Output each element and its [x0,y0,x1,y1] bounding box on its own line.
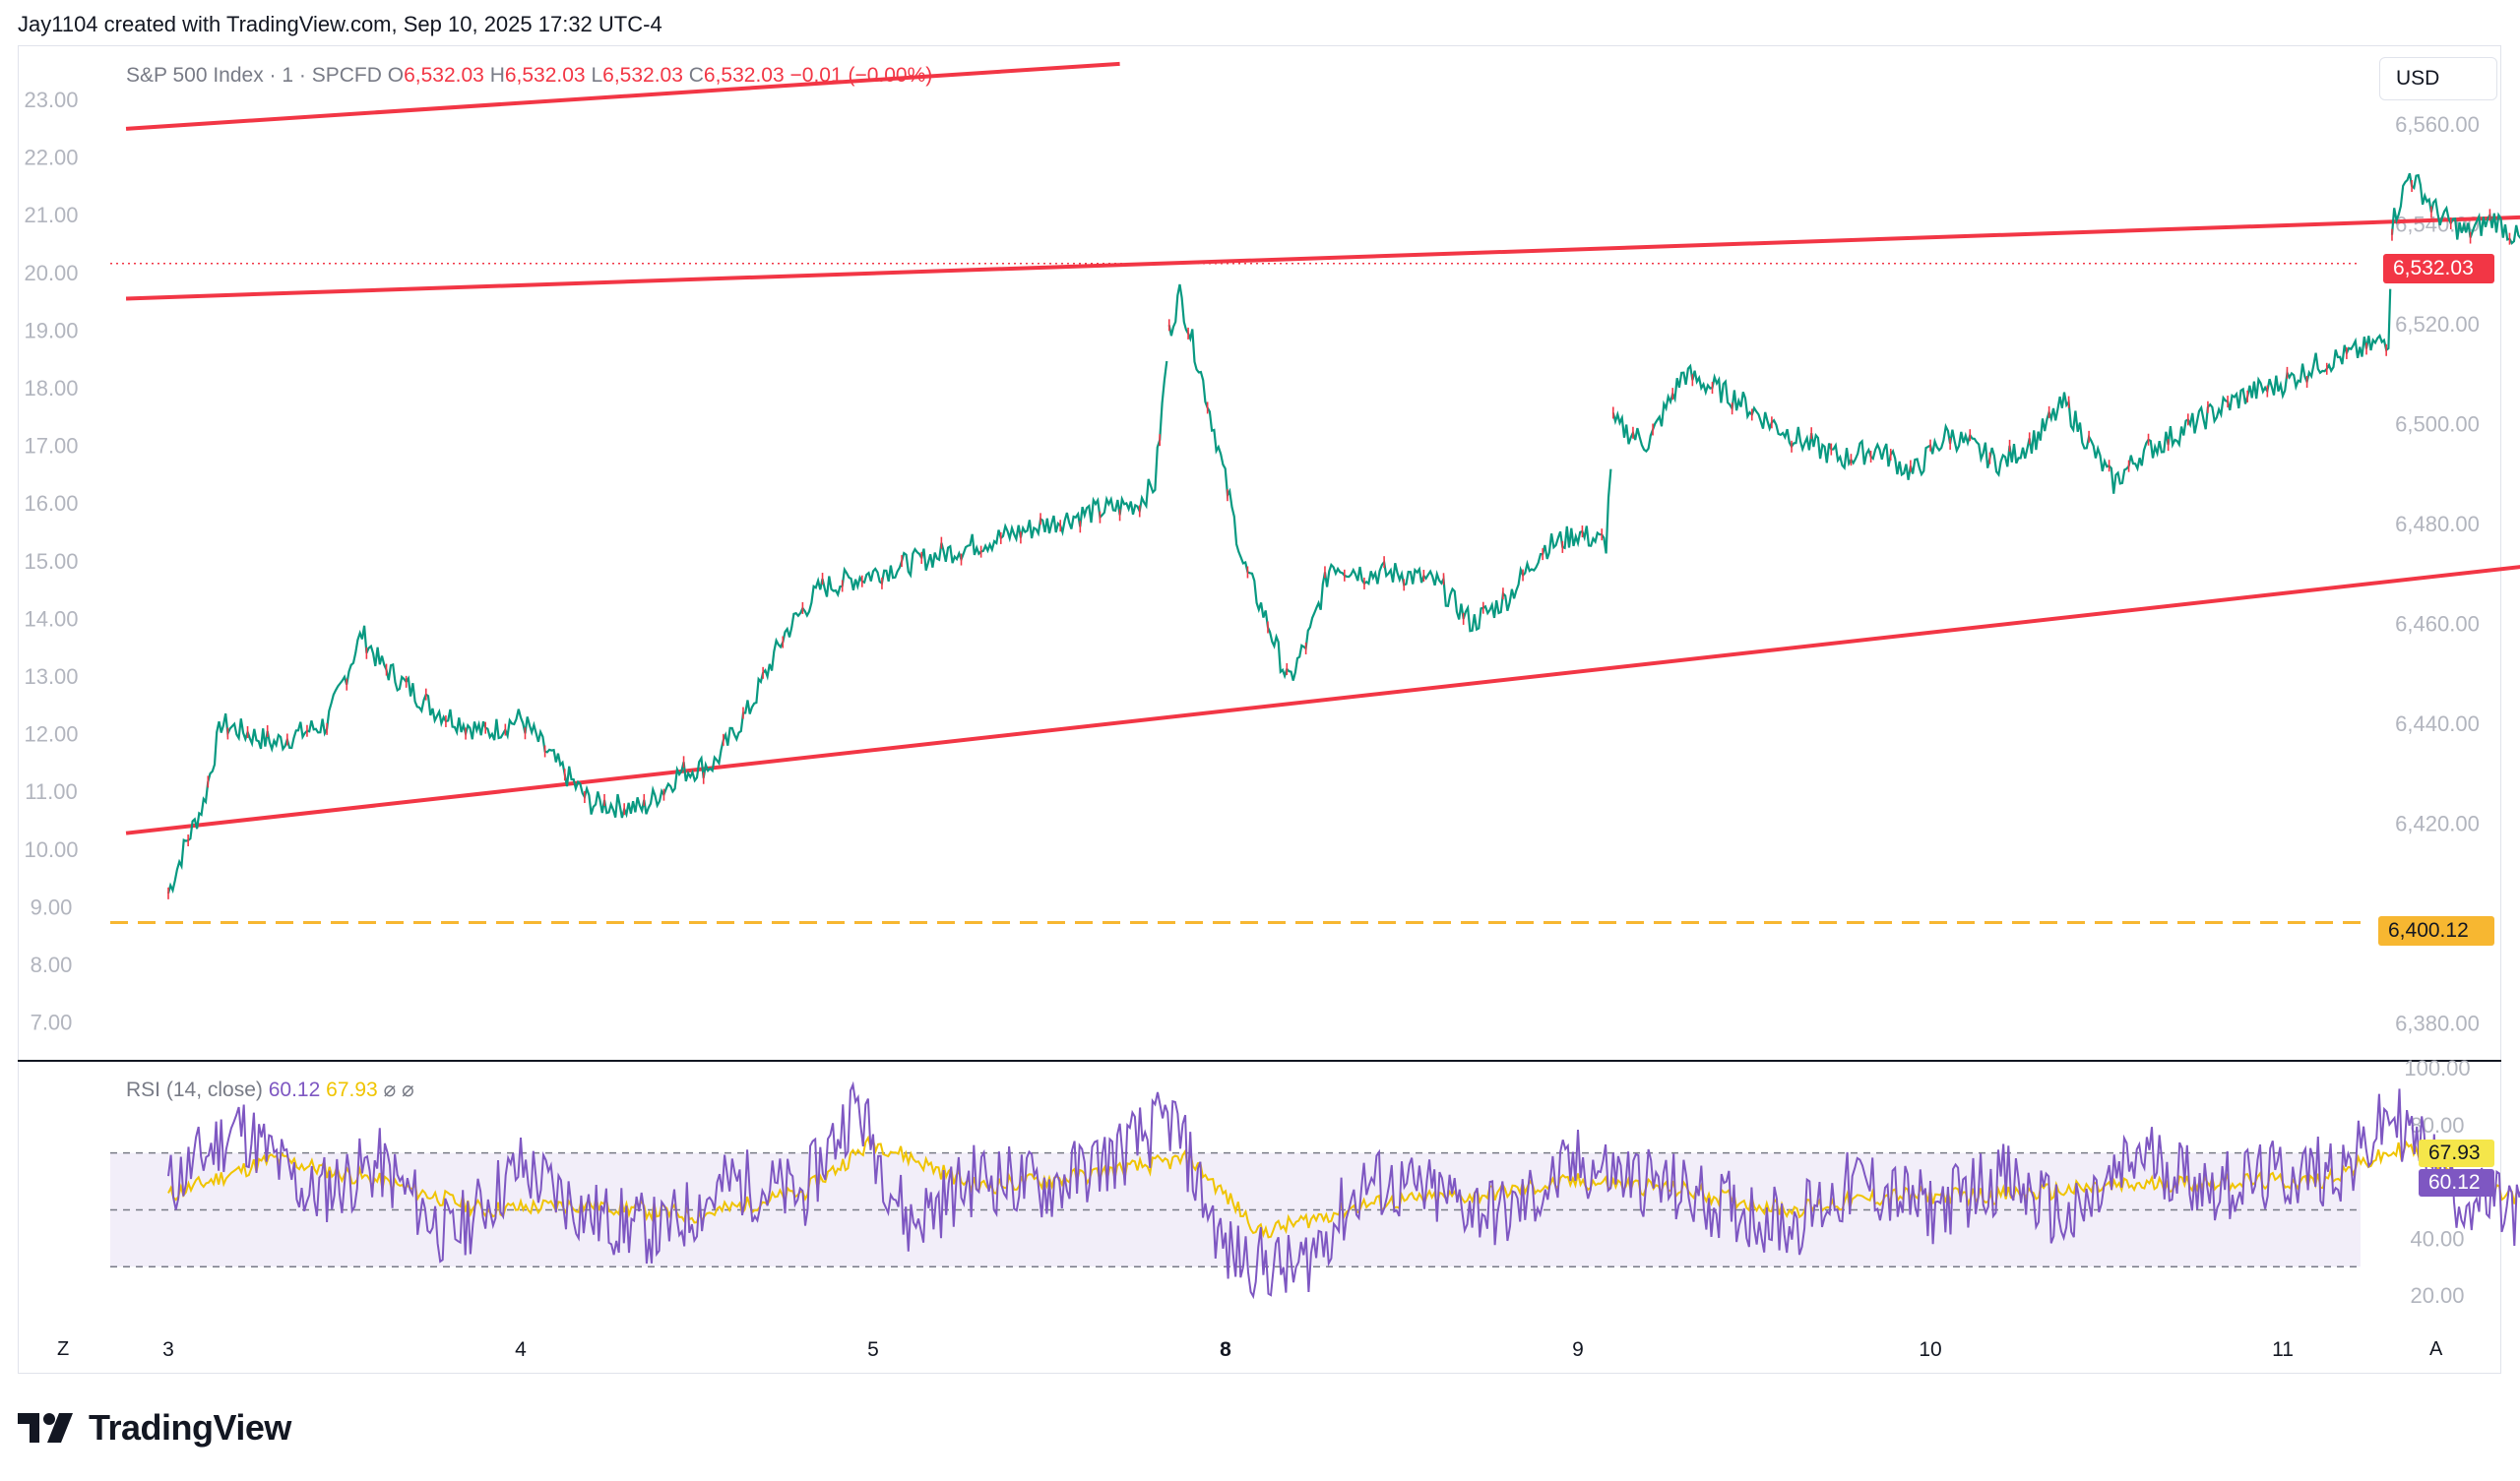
trendline [125,61,1120,131]
open-label: O [387,64,405,87]
left-axis-tick: 16.00 [24,491,78,516]
right-axis-tick: 6,480.00 [2395,512,2480,536]
change-value: −0.01 (−0.00%) [789,64,933,87]
left-axis-tick: 19.00 [24,318,78,342]
trendline [125,215,2520,301]
right-axis-tick: 6,560.00 [2395,112,2480,137]
right-axis-tick: 6,440.00 [2395,711,2480,736]
tradingview-logo: TradingView [18,1407,291,1449]
symbol-name: S&P 500 Index · 1 · SPCFD [126,64,382,87]
x-axis-tick: 4 [515,1338,527,1361]
left-axis-tick: 13.00 [24,664,78,689]
close-value: 6,532.03 [703,64,785,87]
level-price-tag: 6,400.12 [2378,916,2494,946]
last-price-tag: 6,532.03 [2383,254,2494,283]
right-axis-tick: 6,420.00 [2395,812,2480,836]
x-axis-tick: 8 [1220,1338,1231,1361]
chart-frame [18,45,2501,1374]
rsi-axis-tick: 80.00 [2410,1113,2464,1138]
rsi-label: RSI (14, close) [126,1079,263,1101]
right-axis-tick: 6,460.00 [2395,611,2480,636]
rsi-ma-tag: 67.93 [2419,1140,2494,1167]
low-value: 6,532.03 [602,64,683,87]
left-axis-tick: 21.00 [24,203,78,227]
rsi-line [167,1080,2520,1300]
left-axis-tick: 14.00 [24,606,78,631]
x-axis-tick: 10 [1919,1338,1941,1361]
open-value: 6,532.03 [404,64,484,87]
left-axis-tick: 10.00 [24,837,78,862]
rsi-value: 60.12 [268,1079,321,1101]
left-axis-tick: 20.00 [24,261,78,285]
high-value: 6,532.03 [504,64,586,87]
left-axis-tick: 23.00 [24,88,78,112]
hidden-icon[interactable]: ⌀ [402,1079,414,1101]
left-axis-tick: 12.00 [24,722,78,747]
tradingview-logo-icon [18,1413,73,1443]
close-label: C [688,64,704,87]
left-axis-tick: 9.00 [31,895,73,919]
low-label: L [591,64,603,87]
price-series-line [1611,288,2392,494]
left-axis-tick: 22.00 [24,146,78,170]
left-axis-tick: 15.00 [24,549,78,574]
rsi-ma-value: 67.93 [326,1079,378,1101]
x-axis-tick: 5 [867,1338,879,1361]
x-axis-tick: 9 [1572,1338,1584,1361]
price-series-line [166,360,1168,895]
auto-scale-button[interactable]: A [2429,1338,2443,1360]
symbol-legend: S&P 500 Index · 1 · SPCFD O6,532.03 H6,5… [126,64,932,88]
rsi-axis-tick: 100.00 [2404,1056,2470,1080]
chart-caption: Jay1104 created with TradingView.com, Se… [18,12,662,36]
x-axis-tick: 3 [162,1338,174,1361]
right-axis-tick: 6,500.00 [2395,411,2480,436]
left-axis-tick: 11.00 [25,779,77,804]
x-axis-tick: 11 [2272,1338,2294,1361]
rsi-axis-tick: 40.00 [2410,1226,2464,1251]
currency-button[interactable]: USD [2379,57,2497,100]
left-axis-tick: 17.00 [24,434,78,459]
price-series-line [2390,172,2520,245]
price-series-line [1167,283,1612,681]
high-label: H [489,64,505,87]
right-axis-tick: 6,380.00 [2395,1012,2480,1036]
left-axis-tick: 7.00 [31,1011,73,1035]
hidden-icon[interactable]: ⌀ [383,1079,397,1101]
left-axis-tick: 18.00 [24,376,78,401]
right-axis-tick: 6,520.00 [2395,312,2480,337]
zoom-button[interactable]: Z [57,1338,70,1360]
rsi-value-tag: 60.12 [2419,1169,2494,1197]
rsi-legend: RSI (14, close) 60.12 67.93 ⌀ ⌀ [126,1078,414,1102]
rsi-axis-tick: 20.00 [2410,1283,2464,1308]
brand-name: TradingView [89,1407,291,1448]
left-axis-tick: 8.00 [31,953,73,977]
